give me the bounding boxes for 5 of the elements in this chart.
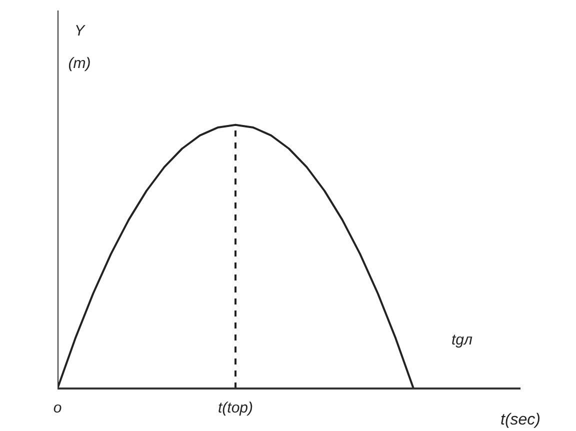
x-tick-label: t(top) (218, 400, 254, 416)
x-tick-label: o (53, 400, 62, 416)
text: tgл (452, 332, 474, 348)
y-axis-title: Y (m) (68, 22, 91, 72)
x-axis-title: t(sec) (500, 412, 540, 428)
